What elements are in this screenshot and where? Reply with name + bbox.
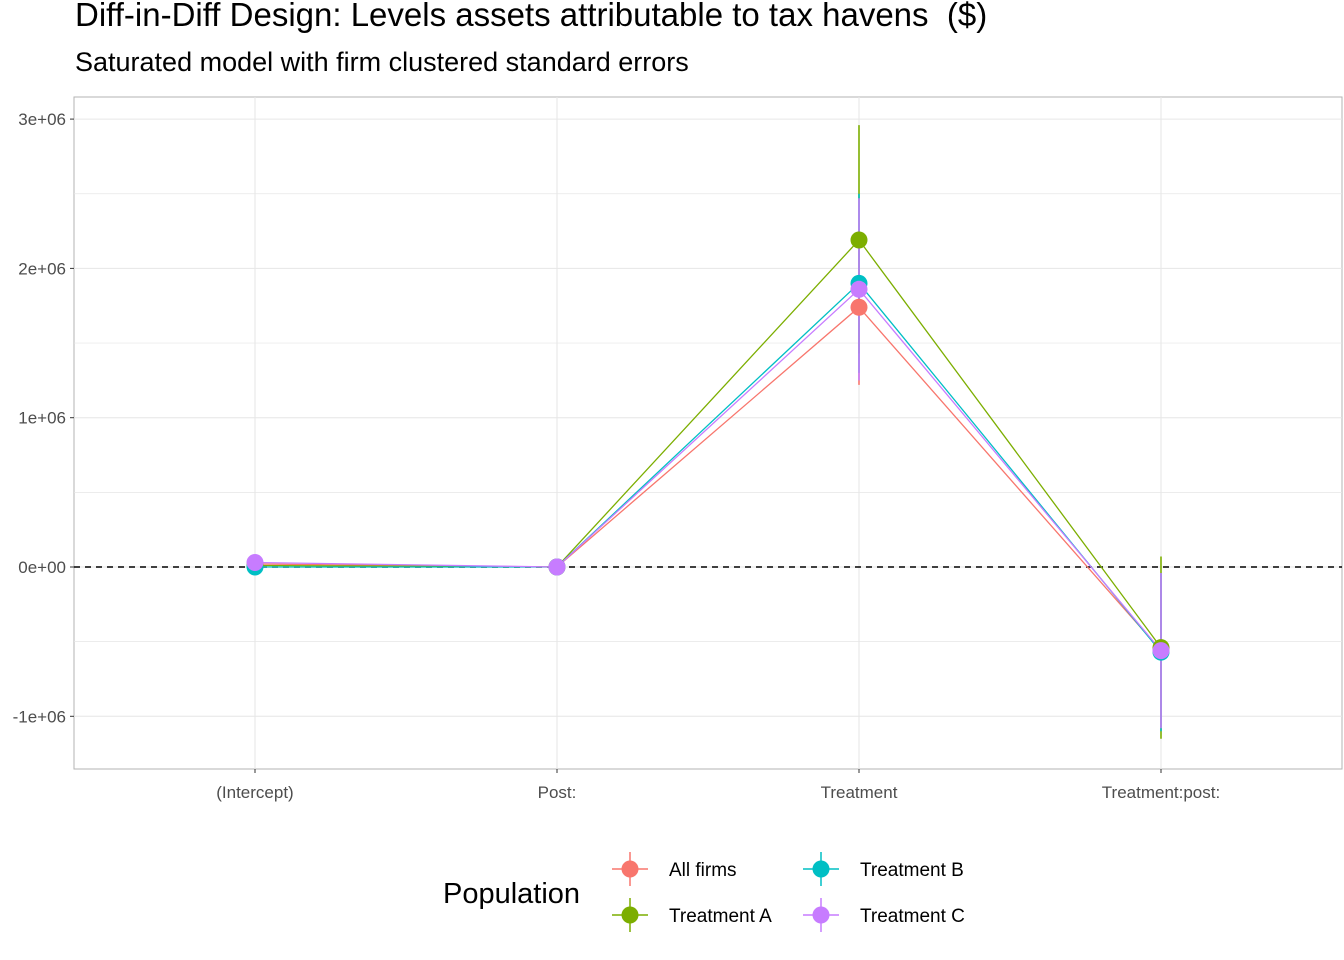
x-tick-label: Treatment [821, 783, 898, 802]
x-tick-label: Post: [538, 783, 577, 802]
legend-title: Population [443, 878, 580, 910]
y-tick-label: 0e+00 [18, 558, 66, 577]
plot-panel [73, 96, 1343, 770]
legend-label: Treatment A [669, 906, 772, 927]
legend-key [803, 898, 839, 932]
legend: Population All firms Treatment A Treatment… [443, 852, 965, 932]
legend-label: Treatment B [860, 860, 964, 881]
legend-key [612, 852, 648, 886]
chart-title: Diff-in-Diff Design: Levels assets attri… [75, 0, 988, 33]
y-tick-label: 1e+06 [18, 409, 66, 428]
y-axis-ticks: -1e+06 0e+00 1e+06 2e+06 3e+06 [13, 110, 74, 726]
data-point [548, 558, 566, 576]
data-point [850, 298, 868, 316]
legend-key [803, 852, 839, 886]
grid-lines [74, 97, 1342, 769]
x-tick-label: Treatment:post: [1102, 783, 1220, 802]
data-point [1152, 642, 1170, 660]
data-point [850, 280, 868, 298]
series-line [254, 306, 1162, 652]
y-tick-label: 2e+06 [18, 259, 66, 278]
chart-subtitle: Saturated model with firm clustered stan… [75, 47, 689, 77]
series-line [254, 239, 1162, 649]
series-line [254, 288, 1162, 652]
series-lines [254, 239, 1162, 653]
y-tick-label: 3e+06 [18, 110, 66, 129]
y-tick-label: -1e+06 [13, 707, 66, 726]
legend-label: All firms [669, 860, 737, 881]
data-points [246, 231, 1170, 661]
x-tick-label: (Intercept) [216, 783, 293, 802]
data-point [246, 554, 264, 572]
x-axis-ticks: (Intercept) Post: Treatment Treatment:post: [216, 769, 1220, 802]
legend-key [612, 898, 648, 932]
legend-label: Treatment C [860, 906, 965, 927]
data-point [850, 231, 868, 249]
series-line [255, 282, 1162, 653]
